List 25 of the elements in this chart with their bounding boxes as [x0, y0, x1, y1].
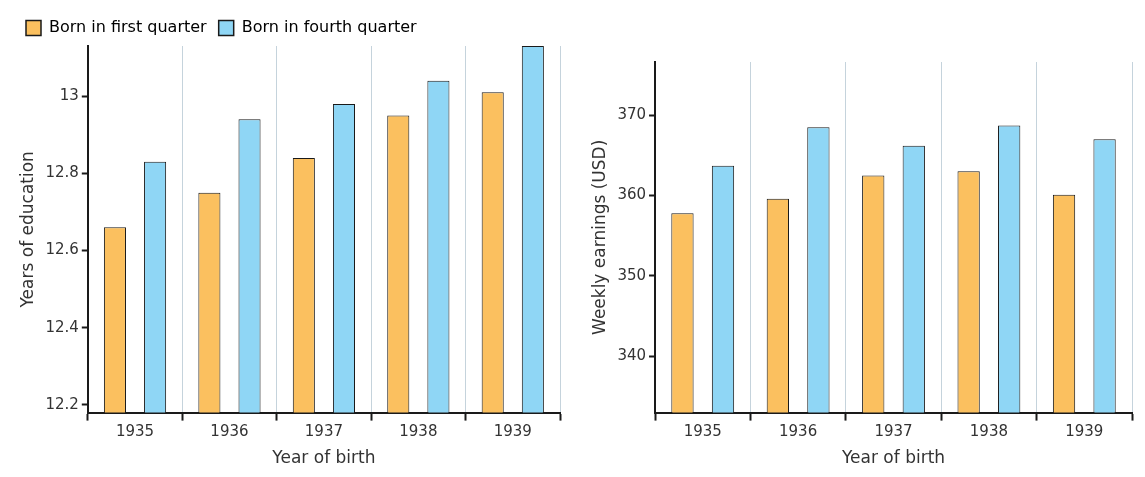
y-tick-label: 360 — [617, 185, 647, 204]
x-tick-label: 1936 — [779, 422, 818, 441]
legend-label: Born in first quarter — [49, 17, 208, 37]
y-tick-label: 12.2 — [45, 394, 79, 413]
y-tick-label: 340 — [617, 346, 647, 365]
y-axis-title: Years of education — [16, 151, 37, 309]
x-tick-label: 1937 — [304, 422, 343, 441]
x-tick-label: 1937 — [874, 422, 913, 441]
y-tick-label: 12.4 — [45, 317, 79, 336]
y-tick-label: 12.8 — [45, 163, 79, 182]
x-axis-title: Year of birth — [840, 447, 946, 468]
x-tick-label: 1935 — [115, 422, 155, 441]
y-axis-title: Weekly earnings (USD) — [588, 139, 609, 335]
y-tick-label: 13 — [59, 86, 79, 105]
x-tick-label: 1935 — [683, 422, 722, 441]
x-tick-label: 1936 — [210, 422, 249, 441]
y-tick-label: 350 — [617, 265, 647, 284]
x-tick-label: 1939 — [493, 422, 532, 441]
x-tick-label: 1938 — [969, 422, 1008, 441]
legend-label: Born in fourth quarter — [241, 17, 418, 37]
x-tick-label: 1938 — [399, 422, 438, 441]
x-tick-label: 1939 — [1065, 422, 1104, 441]
y-tick-label: 370 — [617, 104, 647, 123]
y-tick-label: 12.6 — [45, 240, 79, 259]
x-axis-title: Year of birth — [271, 447, 376, 468]
